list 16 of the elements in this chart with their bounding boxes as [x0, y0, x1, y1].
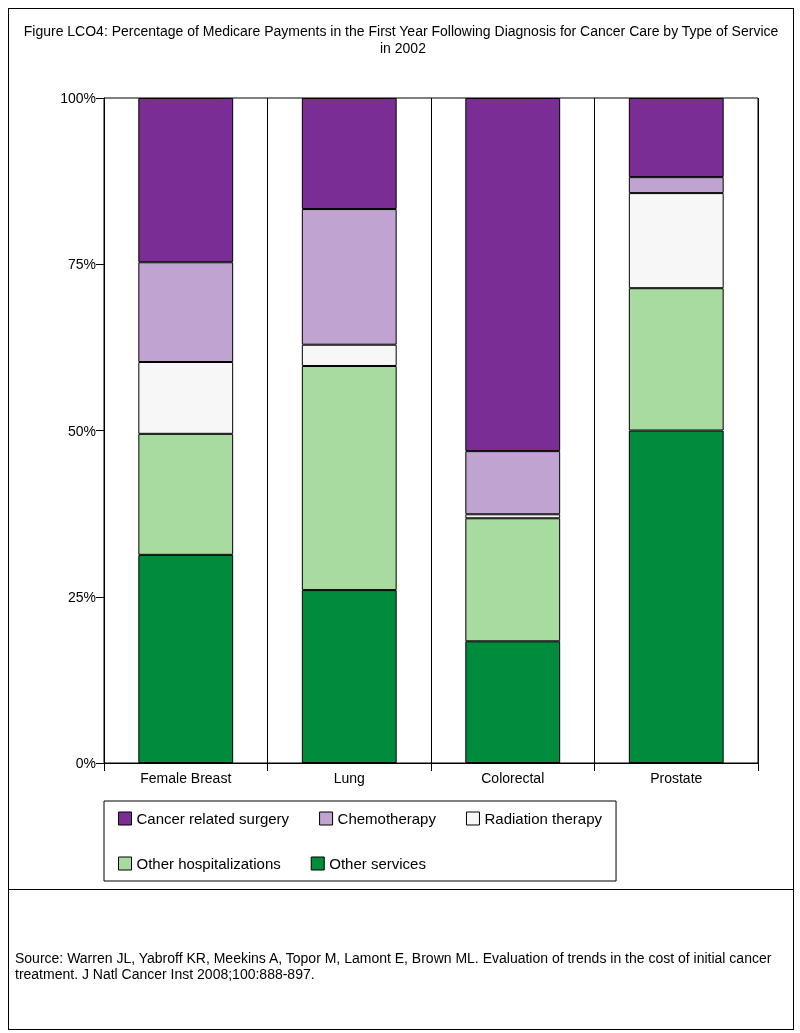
legend-label: Other services: [329, 855, 426, 872]
y-tick-label: 100%: [60, 90, 96, 106]
x-tick-label: Prostate: [650, 770, 703, 786]
x-tick-label: Colorectal: [481, 770, 545, 786]
x-tick-label: Female Breast: [140, 770, 232, 786]
y-tick-label: 50%: [67, 422, 96, 439]
y-tick-label: 25%: [67, 588, 96, 605]
y-tick-label: 0%: [75, 755, 96, 771]
legend-label: Cancer related surgery: [136, 810, 290, 827]
chart-title: Figure LCO4: Percentage of Medicare Payments in the First Year Following Diagnosis for Cancer Care by Type of Service in 2002: [23, 22, 779, 56]
legend-label: Chemotherapy: [337, 810, 437, 827]
y-tick-label: 75%: [67, 256, 96, 273]
legend-label: Radiation therapy: [484, 810, 603, 827]
x-tick-label: Lung: [333, 770, 365, 786]
legend-label: Other hospitalizations: [136, 855, 281, 872]
source-note: Source: Warren JL, Yabroff KR, Meekins A, Topor M, Lamont E, Brown ML. Evaluation of trends in the cost of initial cancer treatment. J Natl Cancer Inst 2008;100:888-897.: [15, 950, 773, 982]
